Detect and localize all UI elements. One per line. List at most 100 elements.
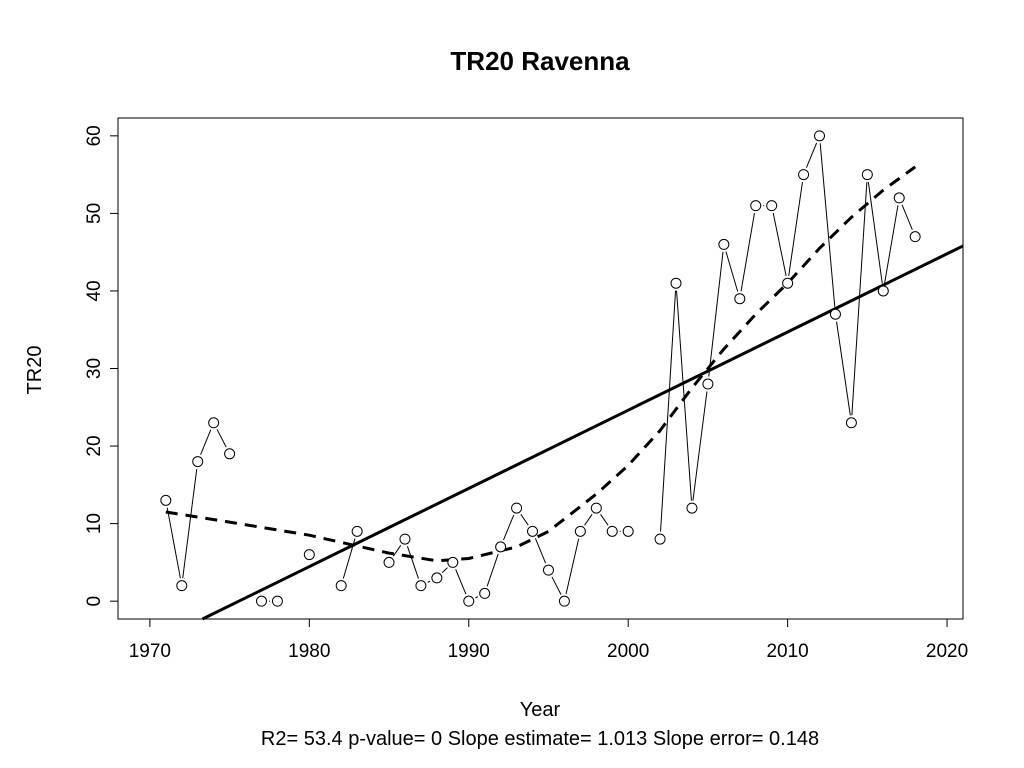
series-connector <box>836 321 851 416</box>
x-axis: 1970 1980 1990 2000 2010 2020 <box>129 619 968 662</box>
data-point <box>511 502 523 514</box>
data-point <box>383 556 395 568</box>
x-tick-label: 2020 <box>926 641 968 662</box>
series-connector <box>805 142 818 168</box>
series-connector <box>441 567 448 574</box>
data-point <box>702 378 714 390</box>
series-connector <box>475 596 479 599</box>
data-point <box>542 564 554 576</box>
data-point <box>782 277 794 289</box>
data-point <box>574 525 586 537</box>
data-point <box>192 456 204 468</box>
data-point <box>893 192 905 204</box>
x-tick-label: 1980 <box>288 641 330 662</box>
series-connector <box>740 212 755 292</box>
plot-frame <box>117 117 964 620</box>
series-connector <box>901 204 913 230</box>
y-axis: 0 10 20 30 40 50 60 <box>84 125 118 606</box>
series-connector <box>392 545 402 557</box>
y-tick-label: 40 <box>84 280 105 301</box>
data-point <box>303 549 315 561</box>
series-connector <box>600 514 609 526</box>
y-axis-label: TR20 <box>24 346 46 395</box>
data-point <box>861 169 873 181</box>
data-point <box>622 525 634 537</box>
series-connector <box>708 251 724 377</box>
data-point <box>718 238 730 250</box>
x-tick-label: 1970 <box>129 641 171 662</box>
data-point <box>271 595 283 607</box>
series-connector <box>884 205 899 284</box>
series-connector <box>819 143 836 307</box>
x-tick-label: 2000 <box>607 641 649 662</box>
data-point <box>479 587 491 599</box>
series-connector <box>692 391 708 501</box>
series-connector <box>455 569 467 595</box>
x-axis-label: Year <box>520 699 561 721</box>
data-point <box>766 200 778 212</box>
data-point <box>606 525 618 537</box>
data-point <box>909 231 921 243</box>
series-connector <box>216 429 227 448</box>
data-point <box>176 580 188 592</box>
smooth-trend-line <box>165 165 917 563</box>
series-connector <box>166 507 181 579</box>
data-point <box>208 417 220 429</box>
data-point <box>814 130 826 142</box>
series-connector <box>676 290 692 501</box>
series-connector <box>660 290 677 532</box>
series-connector <box>788 181 803 276</box>
x-tick-label: 2010 <box>766 641 808 662</box>
series-connector <box>772 212 787 276</box>
data-point <box>224 448 236 460</box>
series-connector <box>551 576 562 595</box>
series-connector <box>520 514 529 526</box>
series-connector <box>725 251 739 292</box>
data-point <box>558 595 570 607</box>
data-point <box>255 595 267 607</box>
linear-trend-line <box>201 244 964 621</box>
series-connector <box>867 181 883 284</box>
data-point <box>654 533 666 545</box>
data-point <box>495 541 507 553</box>
data-point <box>798 169 810 181</box>
regression-stats: R2= 53.4 p-value= 0 Slope estimate= 1.01… <box>261 728 819 750</box>
x-tick-label: 1990 <box>448 641 490 662</box>
data-point <box>351 525 363 537</box>
y-tick-label: 30 <box>84 358 105 379</box>
trend-lines <box>165 165 964 621</box>
series-connector <box>534 538 547 564</box>
data-point <box>829 308 841 320</box>
series-connector <box>182 468 198 579</box>
data-point <box>447 556 459 568</box>
y-tick-label: 10 <box>84 513 105 534</box>
series-connector <box>851 182 868 416</box>
series-connector <box>584 514 593 526</box>
data-point <box>877 285 889 297</box>
y-tick-label: 20 <box>84 435 105 456</box>
series-connector <box>427 580 431 583</box>
data-point <box>750 200 762 212</box>
y-tick-label: 60 <box>84 125 105 146</box>
data-point <box>431 572 443 584</box>
observed-series <box>160 130 921 607</box>
y-tick-label: 0 <box>84 596 105 607</box>
data-point <box>734 293 746 305</box>
data-point <box>399 533 411 545</box>
data-point <box>463 595 475 607</box>
chart-title: TR20 Ravenna <box>450 46 630 76</box>
data-point <box>415 580 427 592</box>
data-point <box>670 277 682 289</box>
y-tick-label: 50 <box>84 203 105 224</box>
series-connector <box>342 538 356 579</box>
data-point <box>845 417 857 429</box>
series-connector <box>200 429 212 455</box>
data-point <box>160 494 172 506</box>
series-connector <box>565 538 580 594</box>
series-connector <box>503 514 515 541</box>
data-point <box>686 502 698 514</box>
series-connector <box>486 553 499 587</box>
data-point <box>590 502 602 514</box>
data-point <box>335 580 347 592</box>
